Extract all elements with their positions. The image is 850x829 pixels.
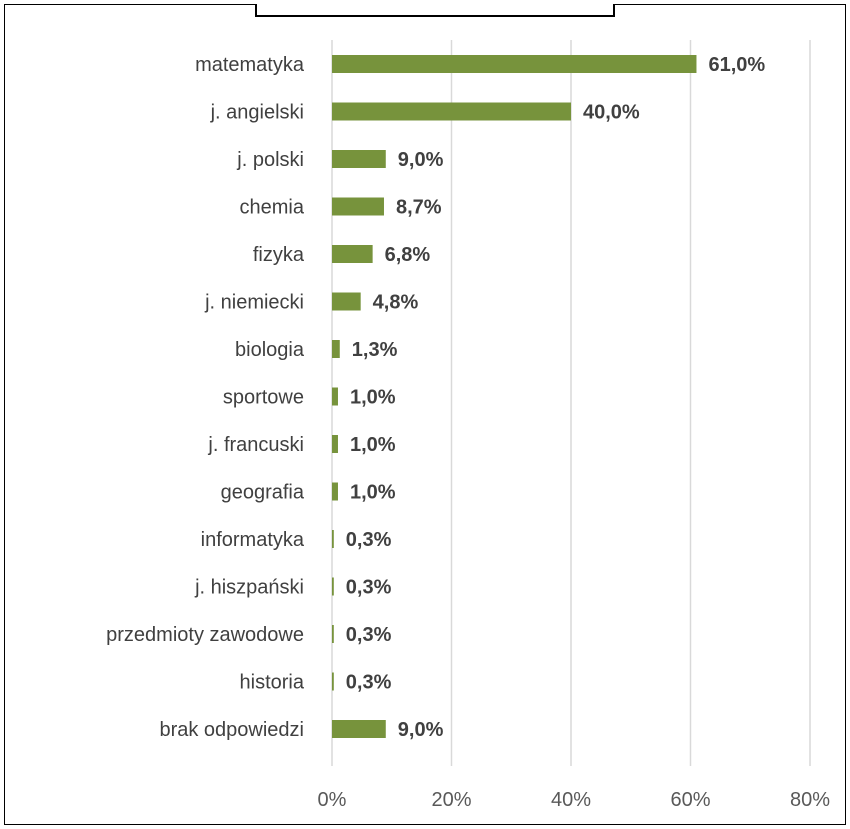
chart-frame: matematyka j. angielski j. polski chemia fiz…	[4, 4, 846, 825]
data-label: 4,8%	[373, 292, 419, 314]
data-label: 8,7%	[396, 197, 442, 219]
data-label: 40,0%	[583, 102, 640, 124]
title-box	[255, 4, 615, 17]
category-label: chemia	[240, 197, 305, 219]
data-label: 9,0%	[398, 149, 444, 171]
category-label: j. polski	[236, 149, 304, 171]
data-label: 61,0%	[708, 54, 765, 76]
bars	[332, 55, 697, 738]
category-label: informatyka	[201, 529, 305, 551]
category-label: j. hiszpański	[194, 577, 304, 599]
x-tick-label: 20%	[431, 789, 471, 811]
category-labels: matematyka j. angielski j. polski chemia fiz…	[106, 54, 305, 741]
category-label: j. niemiecki	[204, 292, 304, 314]
data-label: 6,8%	[385, 244, 431, 266]
category-label: biologia	[235, 339, 305, 361]
bar	[332, 197, 384, 216]
category-label: brak odpowiedzi	[159, 719, 304, 741]
category-label: sportowe	[223, 387, 304, 409]
bar	[332, 55, 697, 73]
bar	[332, 387, 338, 406]
x-tick-label: 0%	[318, 789, 347, 811]
data-label: 1,3%	[352, 339, 398, 361]
data-label: 0,3%	[346, 577, 392, 599]
bar	[332, 482, 338, 501]
data-label: 0,3%	[346, 624, 392, 646]
x-tick-label: 80%	[790, 789, 830, 811]
bar	[332, 435, 338, 453]
data-label: 1,0%	[350, 387, 396, 409]
category-label: historia	[240, 672, 305, 694]
data-labels: 61,0% 40,0% 9,0% 8,7% 6,8% 4,8% 1,3% 1,0% 1,0% 1,…	[346, 54, 766, 741]
data-label: 0,3%	[346, 672, 392, 694]
bar	[332, 102, 571, 121]
chart-border	[4, 4, 846, 825]
bar	[332, 292, 361, 311]
gridlines	[331, 40, 811, 766]
bar	[332, 340, 340, 358]
bar	[332, 245, 373, 263]
category-label: geografia	[221, 482, 305, 504]
bar	[332, 150, 386, 168]
data-label: 9,0%	[398, 719, 444, 741]
category-label: j. francuski	[207, 434, 304, 456]
x-axis-tick-labels: 0% 20% 40% 60% 80%	[318, 789, 831, 811]
category-label: j. angielski	[210, 102, 304, 124]
data-label: 0,3%	[346, 529, 392, 551]
x-tick-label: 40%	[551, 789, 591, 811]
category-label: fizyka	[253, 244, 305, 266]
bar	[332, 672, 334, 691]
bar	[332, 625, 334, 643]
data-label: 1,0%	[350, 434, 396, 456]
category-label: matematyka	[195, 54, 305, 76]
bar	[332, 577, 334, 596]
bar	[332, 530, 334, 548]
category-label: przedmioty zawodowe	[106, 624, 304, 646]
bar-chart: matematyka j. angielski j. polski chemia fiz…	[4, 4, 846, 825]
bar	[332, 720, 386, 738]
x-tick-label: 60%	[670, 789, 710, 811]
data-label: 1,0%	[350, 482, 396, 504]
